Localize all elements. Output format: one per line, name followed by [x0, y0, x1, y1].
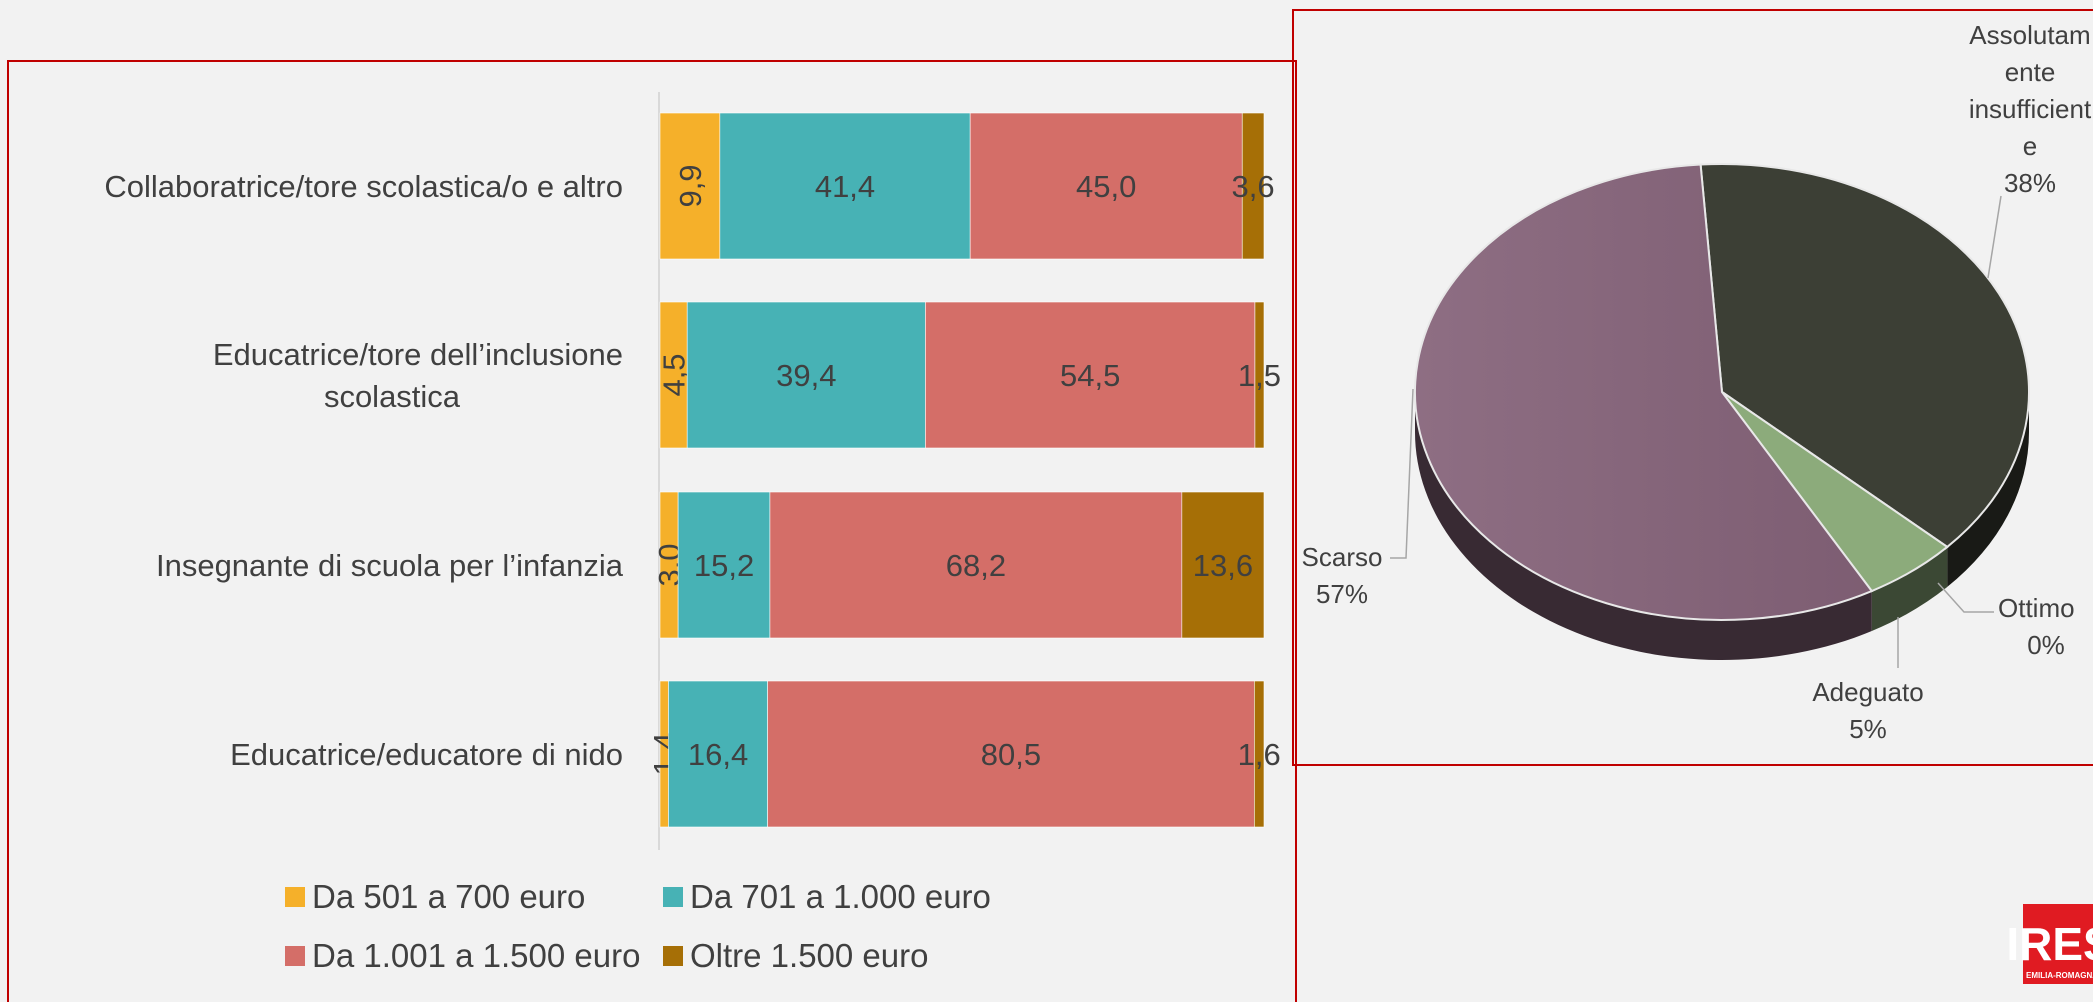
legend-label: Da 501 a 700 euro	[312, 878, 585, 915]
pie-slice-label: Adeguato	[1812, 677, 1923, 707]
pie-slice-label: Assolutam ente insufficient e	[1969, 20, 2092, 161]
pie-chart: Assolutam ente insufficient e 38% Ottimo 0% Ade…	[1302, 20, 2092, 744]
legend-label: Da 1.001 a 1.500 euro	[312, 937, 640, 974]
bar-data-label: 4,5	[657, 353, 692, 396]
legend-swatch	[663, 946, 683, 966]
bar-segment	[659, 112, 721, 260]
bar-segment	[686, 301, 926, 449]
bar-data-label: 3,6	[1232, 169, 1275, 204]
pie-percent-label: 38%	[2004, 168, 2056, 198]
bar-data-label: 15,2	[694, 548, 754, 583]
bar-data-label: 39,4	[776, 358, 836, 393]
legend-swatch	[285, 946, 305, 966]
pie-slice-label: Scarso	[1302, 542, 1383, 572]
pie-leader-line	[1390, 388, 1414, 559]
pie-slice	[1699, 163, 2031, 549]
bar-data-label: 68,2	[946, 548, 1006, 583]
pie-slice-label: Ottimo	[1998, 593, 2075, 623]
legend-label: Da 701 a 1.000 euro	[690, 878, 991, 915]
bar-segment	[1241, 112, 1265, 260]
pie-chart-frame	[1292, 9, 2093, 766]
bar-data-label: 13,6	[1193, 548, 1253, 583]
bar-data-label: 16,4	[688, 737, 748, 772]
legend-swatch	[285, 887, 305, 907]
bar-data-label: 1,6	[1238, 737, 1281, 772]
category-label: Collaboratrice/tore scolastica/o e altro	[104, 169, 623, 204]
logo-subtext: EMILIA-ROMAGNA	[2026, 971, 2093, 980]
pie-percent-label: 5%	[1849, 714, 1887, 744]
bar-segment	[1181, 491, 1265, 639]
bar-segment	[1254, 301, 1265, 449]
pie-slice-side	[1415, 392, 1872, 661]
pie-percent-label: 0%	[2027, 630, 2065, 660]
bar-data-label: 80,5	[981, 737, 1041, 772]
legend-swatch	[663, 887, 683, 907]
bar-chart-legend: Da 501 a 700 euro Da 701 a 1.000 euro Da 1…	[285, 878, 991, 974]
bar-data-label: 45,0	[1076, 169, 1136, 204]
pie-leader-line	[1987, 195, 2002, 279]
bar-segment	[925, 301, 1256, 449]
ires-logo: IRES EMILIA-ROMAGNA	[2006, 904, 2093, 984]
bar-data-label: 41,4	[815, 169, 875, 204]
bar-data-label: 9,9	[673, 164, 708, 207]
bar-segment	[1254, 680, 1265, 828]
bar-data-label: 54,5	[1060, 358, 1120, 393]
pie-slice	[1414, 163, 1874, 621]
pie-leader-line	[1937, 582, 1994, 613]
category-label: Insegnante di scuola per l’infanzia	[156, 548, 624, 583]
bar-segment	[677, 491, 771, 639]
bar-segment	[767, 680, 1255, 828]
pie-percent-label: 57%	[1316, 579, 1368, 609]
bar-segment	[969, 112, 1243, 260]
bar-segment	[668, 680, 768, 828]
bar-segment	[659, 301, 688, 449]
bar-segment	[769, 491, 1183, 639]
stacked-bar-chart: Collaboratrice/tore scolastica/o e altro…	[104, 92, 1281, 850]
bar-chart-frame	[7, 60, 1297, 1002]
bar-segment	[719, 112, 971, 260]
logo-text: IRES	[2006, 918, 2093, 970]
pie-slice-side	[1871, 546, 1948, 632]
category-label: Educatrice/educatore di nido	[230, 737, 623, 772]
pie-slice-side	[1947, 392, 2029, 587]
legend-label: Oltre 1.500 euro	[690, 937, 928, 974]
bar-data-label: 1,5	[1238, 358, 1281, 393]
category-label: Educatrice/tore dell’inclusione scolastic…	[213, 337, 623, 414]
